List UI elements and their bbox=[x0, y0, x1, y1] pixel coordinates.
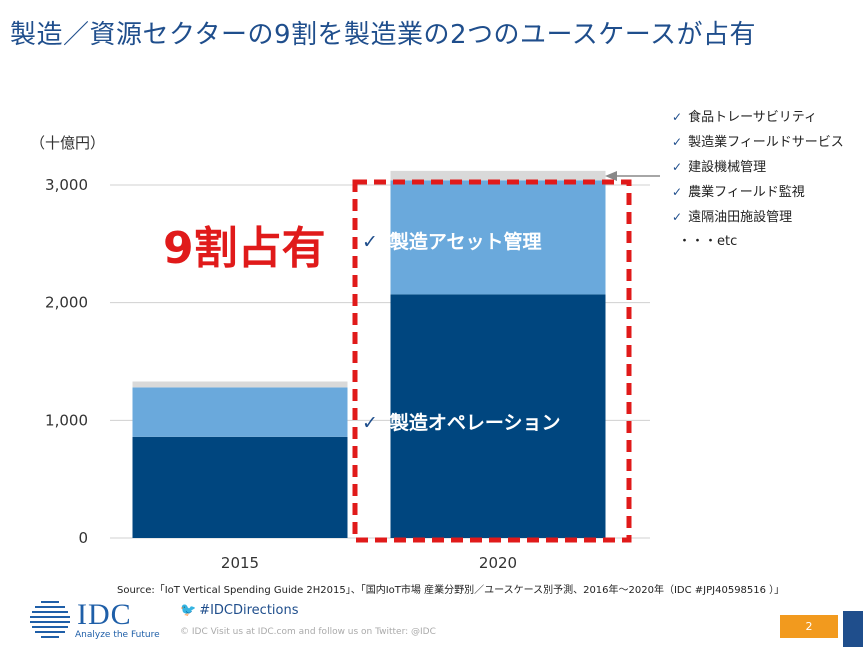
logo-tagline: Analyze the Future bbox=[75, 630, 160, 640]
legend-etc: ・・・etc bbox=[678, 234, 738, 249]
source-note: Source:「IoT Vertical Spending Guide 2H20… bbox=[117, 585, 785, 596]
bar-segment bbox=[390, 180, 606, 295]
highlight-annotation: 9割占有 bbox=[163, 223, 326, 274]
segment-label-operations-text: 製造オペレーション bbox=[389, 412, 561, 434]
legend-item: ✓ 食品トレーサビリティ bbox=[672, 110, 818, 125]
twitter-icon: 🐦 bbox=[180, 603, 197, 618]
y-tick-label: 2,000 bbox=[45, 294, 88, 312]
pointer-arrow-head bbox=[605, 171, 617, 181]
check-icon: ✓ bbox=[672, 185, 683, 199]
page-accent-bar bbox=[843, 611, 863, 647]
bar-segment bbox=[132, 436, 348, 538]
legend-item: ✓ 農業フィールド監視 bbox=[672, 185, 805, 200]
check-icon: ✓ bbox=[362, 412, 378, 434]
check-icon: ✓ bbox=[672, 210, 683, 224]
bar-segment bbox=[390, 170, 606, 181]
globe-icon bbox=[30, 601, 70, 638]
bar-segment bbox=[132, 387, 348, 437]
check-icon: ✓ bbox=[672, 135, 683, 149]
segment-label-operations: ✓ 製造オペレーション bbox=[362, 408, 561, 435]
segment-label-asset: ✓ 製造アセット管理 bbox=[362, 227, 542, 254]
legend-item: ✓ 製造業フィールドサービス bbox=[672, 135, 844, 150]
y-tick-label: 3,000 bbox=[45, 176, 88, 194]
page-number: 2 bbox=[780, 615, 838, 638]
check-icon: ✓ bbox=[362, 231, 378, 253]
highlight-box bbox=[352, 179, 632, 543]
segment-label-asset-text: 製造アセット管理 bbox=[389, 231, 542, 253]
legend-item: ✓ 遠隔油田施設管理 bbox=[672, 210, 793, 225]
check-icon: ✓ bbox=[672, 110, 683, 124]
logo-text: IDC bbox=[77, 598, 132, 631]
y-tick-label: 1,000 bbox=[45, 411, 88, 429]
y-axis-unit: （十億円） bbox=[30, 134, 106, 152]
bar-segment bbox=[390, 294, 606, 538]
x-tick-label: 2015 bbox=[221, 554, 259, 572]
twitter-link[interactable]: 🐦 #IDCDirections bbox=[180, 603, 299, 618]
y-tick-label: 0 bbox=[78, 529, 88, 547]
legend-item: ✓ 建設機械管理 bbox=[672, 160, 767, 175]
check-icon: ✓ bbox=[672, 160, 683, 174]
bar-segment bbox=[132, 381, 348, 388]
idc-logo: IDC Analyze the Future bbox=[27, 598, 162, 642]
legend-list: ✓ 食品トレーサビリティ ✓ 製造業フィールドサービス ✓ 建設機械管理 ✓ 農業フィー… bbox=[672, 105, 844, 254]
x-tick-label: 2020 bbox=[479, 554, 517, 572]
footer-note: © IDC Visit us at IDC.com and follow us … bbox=[180, 627, 436, 637]
slide-title: 製造／資源セクターの9割を製造業の2つのユースケースが占有 bbox=[10, 20, 756, 50]
